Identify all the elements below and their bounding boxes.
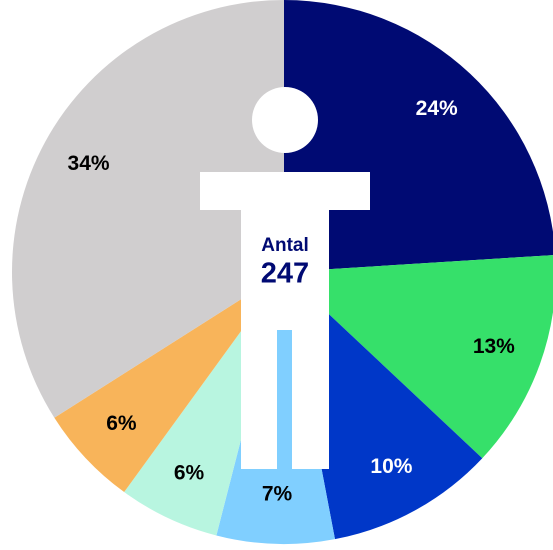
slice — [284, 255, 553, 459]
icon-head — [252, 87, 318, 153]
slice — [54, 272, 284, 493]
slice — [12, 0, 285, 418]
center-value: 247 — [261, 258, 309, 290]
icon-arms — [200, 172, 370, 210]
slice-label: 24% — [416, 97, 458, 120]
slice-label: 6% — [174, 461, 205, 484]
slice-label: 6% — [106, 412, 137, 435]
slice-label: 13% — [473, 335, 515, 358]
slice-label: 34% — [68, 152, 110, 175]
slice-label: 7% — [262, 482, 293, 505]
slice — [284, 272, 483, 540]
icon-leg-gap — [277, 330, 292, 469]
center-label: Antal — [261, 235, 309, 256]
labels: 24% 13% 10% 7% 6% 6% 34% — [68, 97, 516, 506]
slice-label: 10% — [370, 455, 412, 478]
